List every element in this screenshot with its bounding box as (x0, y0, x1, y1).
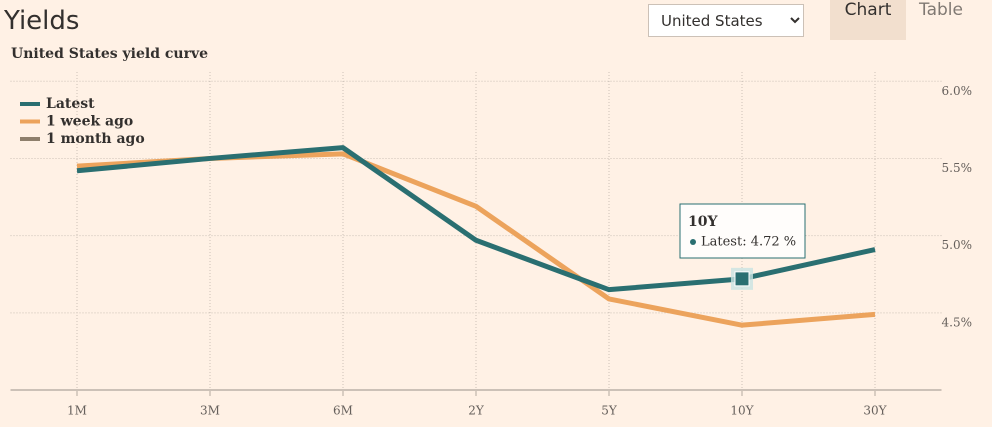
chart-tab[interactable]: Chart (830, 0, 906, 40)
x-tick-label: 1M (67, 404, 87, 418)
hover-marker (734, 271, 750, 287)
country-select[interactable]: United States (648, 4, 804, 37)
page-title: Yields (4, 6, 80, 36)
tooltip-text: Latest: 4.72 % (701, 235, 796, 250)
legend-label: Latest (46, 96, 95, 112)
y-tick-label: 6.0% (942, 84, 973, 98)
table-tab[interactable]: Table (919, 0, 963, 20)
x-tick-label: 30Y (863, 404, 887, 418)
x-tick-label: 5Y (601, 404, 618, 418)
tooltip-box (679, 203, 806, 259)
tooltip-dot (690, 239, 696, 245)
y-tick-label: 5.5% (942, 161, 973, 175)
x-tick-label: 10Y (730, 404, 754, 418)
legend-label: 1 month ago (46, 131, 145, 147)
x-tick-label: 6M (333, 404, 353, 418)
tooltip-title: 10Y (688, 214, 718, 230)
legend-label: 1 week ago (46, 114, 133, 130)
chart-subtitle: United States yield curve (11, 46, 208, 62)
x-tick-label: 3M (200, 404, 220, 418)
y-tick-label: 5.0% (942, 238, 973, 252)
x-tick-label: 2Y (468, 404, 485, 418)
y-tick-label: 4.5% (942, 315, 973, 329)
